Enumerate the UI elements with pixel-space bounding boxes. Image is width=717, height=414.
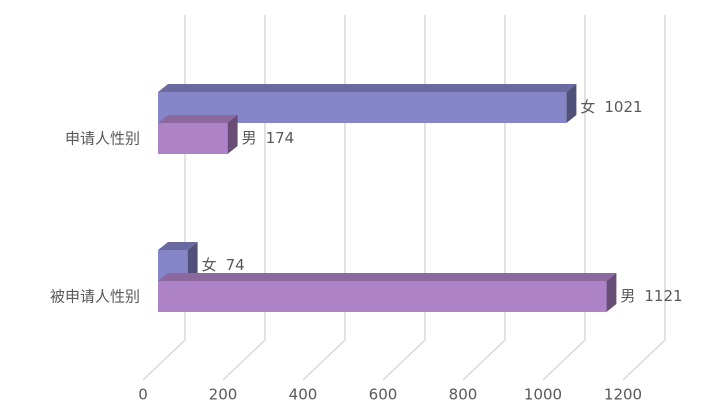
- bar-side: [227, 115, 238, 154]
- bar-top: [158, 115, 238, 123]
- grid-line: [622, 15, 666, 381]
- bar-top: [158, 84, 577, 92]
- x-tick-label: 400: [289, 386, 318, 404]
- data-label: 74: [226, 256, 245, 274]
- grid-line: [462, 15, 506, 381]
- data-label: 1121: [644, 287, 682, 305]
- x-tick-label: 200: [209, 386, 238, 404]
- grid-line: [222, 15, 266, 381]
- x-tick-label: 1200: [604, 386, 642, 404]
- x-tick-label: 600: [369, 386, 398, 404]
- bar-top: [158, 242, 198, 250]
- bar-side: [187, 242, 198, 281]
- y-tick-label: 被申请人性别: [50, 288, 140, 306]
- grid-line: [382, 15, 426, 381]
- bar-top: [158, 273, 617, 281]
- grid-line: [302, 15, 346, 381]
- grid-line: [542, 15, 586, 381]
- bar: [158, 123, 228, 154]
- data-label-series: 男: [620, 287, 635, 305]
- x-tick-label: 1000: [524, 386, 562, 404]
- bar: [158, 281, 607, 312]
- data-label-series: 男: [242, 129, 257, 147]
- x-tick-label: 800: [449, 386, 478, 404]
- bar-side: [606, 273, 617, 312]
- data-label: 174: [266, 129, 295, 147]
- data-label-series: 女: [580, 98, 595, 116]
- bar-side: [566, 84, 577, 123]
- data-label: 1021: [604, 98, 642, 116]
- x-tick-label: 0: [138, 386, 148, 404]
- y-tick-label: 申请人性别: [65, 130, 140, 148]
- data-label-series: 女: [202, 256, 217, 274]
- grid-line: [142, 15, 186, 381]
